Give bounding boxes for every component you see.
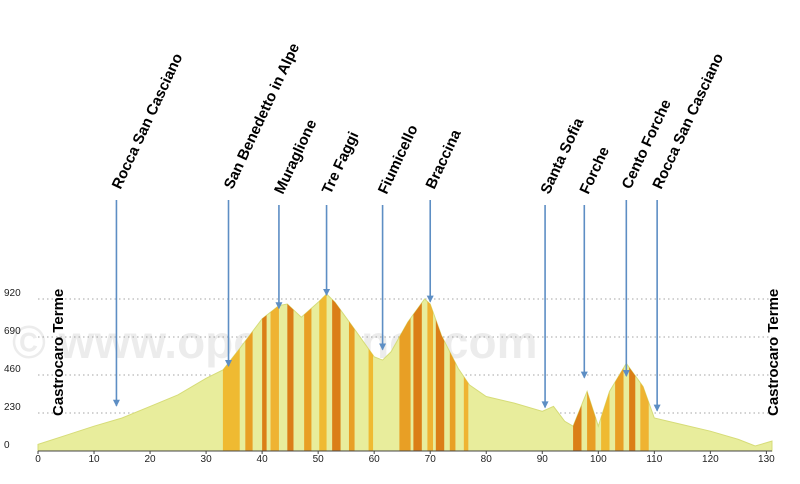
place-arrow-head (580, 371, 588, 379)
place-label: Braccina (422, 126, 464, 191)
x-tick-label: 120 (702, 454, 719, 465)
place-arrow-head (225, 360, 233, 368)
climb-band (435, 294, 445, 451)
climb-band (399, 294, 411, 451)
y-tick-label: 230 (4, 402, 21, 413)
y-tick-label: 460 (4, 364, 21, 375)
place-label: Tre Faggi (319, 129, 363, 197)
y-tick-label: 0 (4, 440, 10, 451)
place-label: Rocca San Casciano (109, 51, 187, 192)
climb-band (413, 294, 422, 451)
axes: 0 10 20 30 40 50 60 70 80 90 100 110 120 130 (35, 450, 775, 465)
x-tick-label: 100 (590, 454, 607, 465)
x-tick-label: 50 (313, 454, 325, 465)
x-tick-label: 30 (201, 454, 213, 465)
climb-band (270, 294, 279, 451)
x-tick-label: 90 (537, 454, 549, 465)
climb-band (640, 294, 649, 451)
x-tick-label: 80 (481, 454, 493, 465)
climb-band (319, 294, 327, 451)
y-tick-label: 690 (4, 326, 21, 337)
climb-band (449, 294, 456, 451)
climb-band (368, 294, 374, 451)
x-tick-label: 0 (35, 454, 41, 465)
x-tick-label: 10 (88, 454, 100, 465)
x-tick-label: 70 (425, 454, 437, 465)
x-tick-label: 40 (257, 454, 269, 465)
place-arrow-head (379, 343, 387, 351)
place-label: Fiumicello (375, 122, 422, 196)
place-label: Forche (577, 144, 614, 197)
start-label: Castrocaro Terme (50, 289, 67, 416)
place-arrow-head (622, 369, 630, 377)
end-label: Castrocaro Terme (765, 289, 782, 416)
climb-band (304, 294, 312, 451)
climb-band (615, 294, 624, 451)
climb-band (348, 294, 355, 451)
y-tick-label: 920 (4, 288, 21, 299)
x-tick-label: 20 (144, 454, 156, 465)
place-label: Muraglione (271, 117, 320, 197)
place-arrow-head (112, 399, 120, 407)
climb-band (427, 294, 434, 451)
climb-band (287, 294, 294, 451)
climb-band (245, 294, 253, 451)
climb-band (601, 294, 610, 451)
place-arrows (112, 200, 661, 412)
climb-band (332, 294, 341, 451)
x-tick-label: 60 (369, 454, 381, 465)
climb-band (573, 294, 582, 451)
climb-band (587, 294, 596, 451)
place-arrow-head (275, 302, 283, 310)
place-labels: Rocca San Casciano San Benedetto in AlpeM… (109, 41, 727, 197)
x-tick-label: 130 (758, 454, 775, 465)
climb-band (629, 294, 636, 451)
place-arrow-head (426, 295, 434, 303)
climb-band (262, 294, 267, 451)
place-arrow-head (653, 404, 661, 412)
place-arrow-head (323, 289, 331, 296)
x-tick-label: 110 (646, 454, 662, 465)
place-arrow-head (541, 401, 549, 409)
